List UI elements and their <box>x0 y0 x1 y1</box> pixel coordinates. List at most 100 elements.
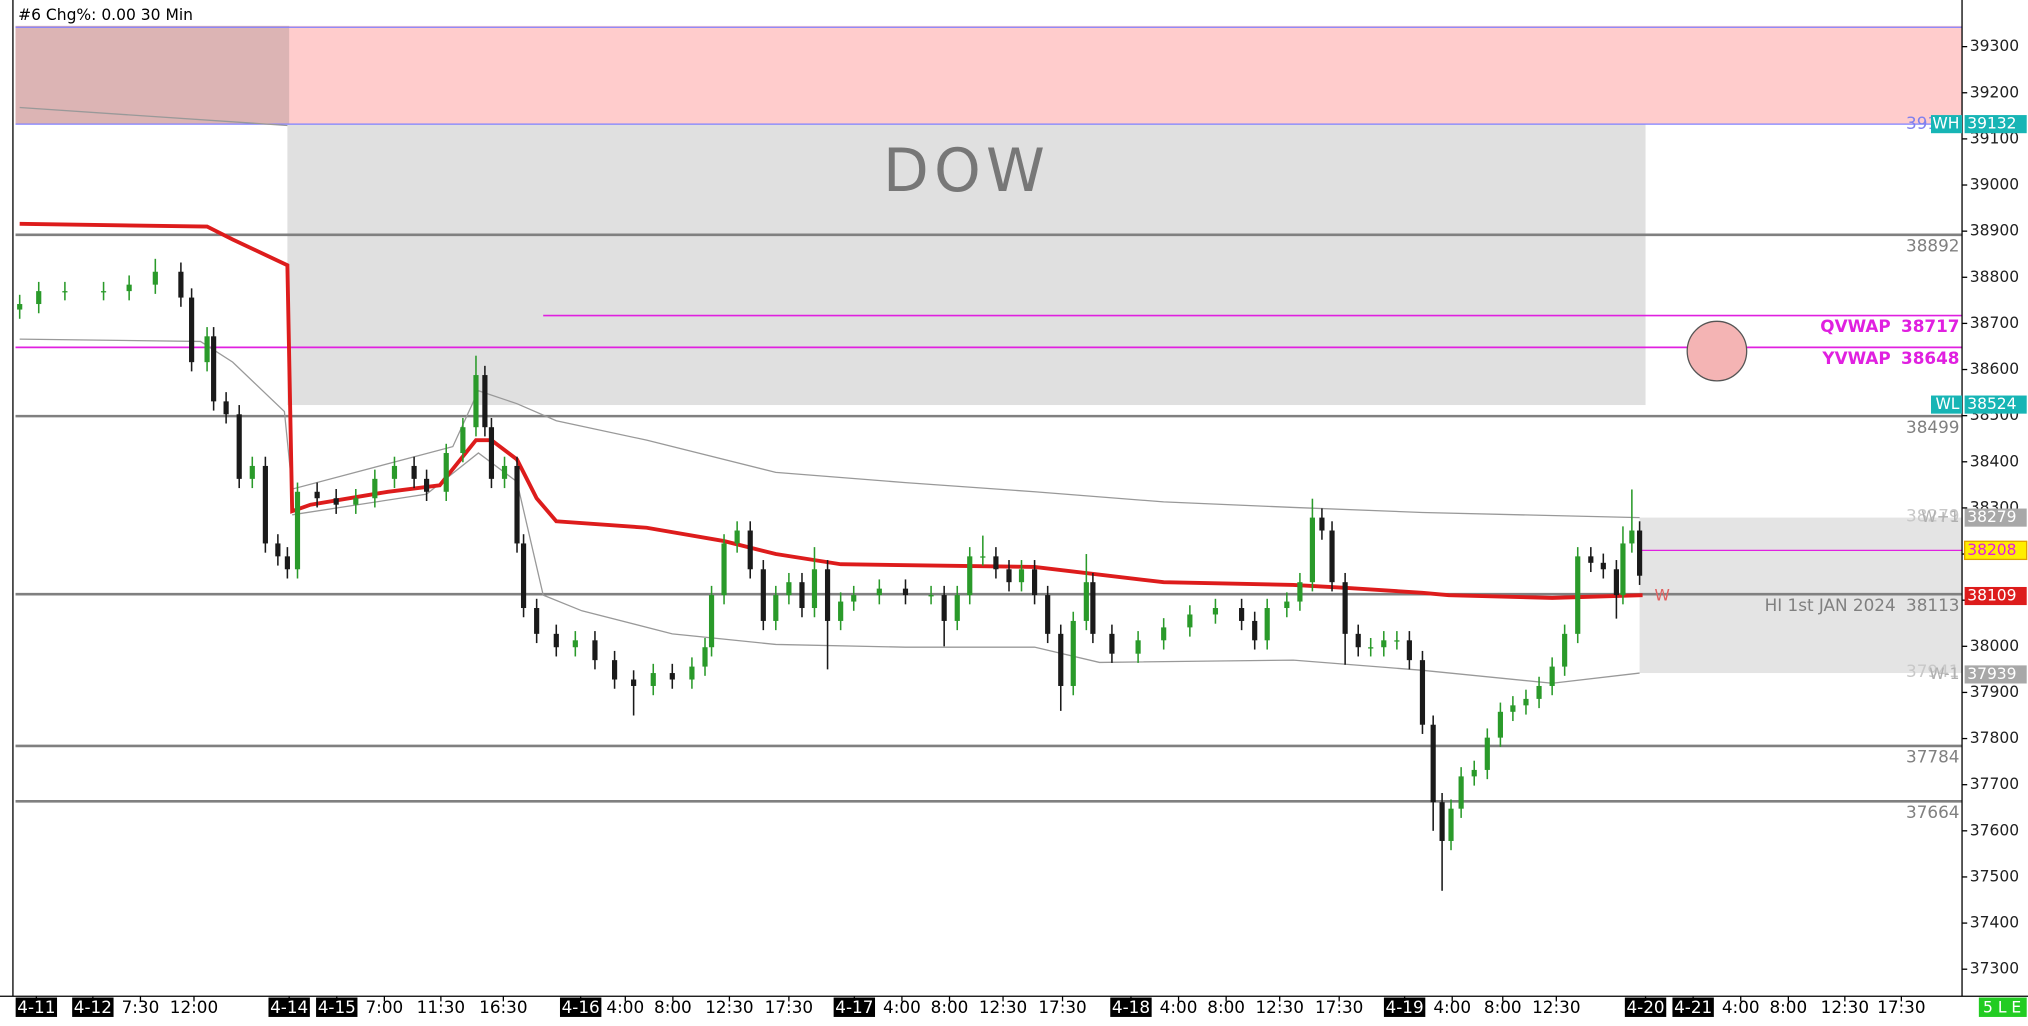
candle-body <box>1536 685 1542 699</box>
candle-body <box>1187 614 1193 628</box>
y-tick-label: 37700 <box>1970 775 2019 793</box>
price-tag <box>1964 508 2027 527</box>
x-tick-label: 12:30 <box>1821 997 1869 1017</box>
candle-body <box>534 608 540 634</box>
candle-body <box>1264 608 1270 641</box>
candle-body <box>314 491 320 499</box>
x-tick-label: 16:30 <box>479 997 527 1017</box>
candle-body <box>954 595 960 621</box>
indicator-line <box>19 338 1640 519</box>
x-tick-label: 4-11 <box>17 997 55 1017</box>
candle-body <box>1252 620 1258 641</box>
candle-body <box>553 633 559 648</box>
candle-body <box>391 465 398 479</box>
y-tick-label: 38400 <box>1970 452 2019 470</box>
candle-body <box>669 673 675 680</box>
price-tag-value: 38109 <box>1967 587 2016 605</box>
x-tick-label: 4-21 <box>1674 997 1712 1017</box>
candle-body <box>1562 633 1568 667</box>
y-tick-label: 39000 <box>1970 176 2019 194</box>
level-value: 38113 <box>1906 595 1959 615</box>
candle-body <box>1018 569 1025 583</box>
x-tick-label: 12:30 <box>1532 997 1580 1017</box>
y-tick-label: 38800 <box>1970 268 2019 286</box>
candle-body <box>1406 640 1412 661</box>
candle-body <box>424 478 430 492</box>
candle-body <box>1342 582 1348 634</box>
candle-body <box>1083 582 1089 621</box>
faint-label: 37941 <box>1906 661 1959 681</box>
y-tick-label: 39100 <box>1970 129 2019 147</box>
candle-body <box>1355 633 1361 648</box>
x-tick-label: 17:30 <box>765 997 813 1017</box>
candle-body <box>572 640 578 648</box>
candle-body <box>1239 608 1245 621</box>
candle-body <box>838 601 844 621</box>
price-tag-label: W+1 <box>1921 508 1959 526</box>
candle-body <box>1588 556 1594 563</box>
candle-body <box>100 291 107 293</box>
zone <box>15 25 1963 125</box>
x-date-box <box>1383 997 1426 1017</box>
candle-body <box>1394 640 1400 642</box>
candle-body <box>1212 608 1219 615</box>
candle-body <box>178 271 184 298</box>
candle-body <box>1600 562 1606 570</box>
candle-body <box>1613 569 1619 596</box>
candle-body <box>1523 698 1529 706</box>
candle-body <box>1284 601 1290 609</box>
candle-body <box>1575 556 1581 634</box>
candle-body <box>353 498 359 505</box>
candle-body <box>1629 530 1635 544</box>
x-date-box <box>15 997 58 1017</box>
y-tick-label: 38600 <box>1970 360 2019 378</box>
x-date-box <box>72 997 114 1017</box>
x-tick-label: 4-19 <box>1386 997 1424 1017</box>
level-text: YVWAP <box>1821 348 1890 368</box>
candle-body <box>1381 640 1387 648</box>
candle-body <box>1510 705 1516 712</box>
x-tick-label: 4-17 <box>835 997 873 1017</box>
x-date-box <box>316 997 358 1017</box>
price-tag-label: W-1 <box>1929 665 1959 683</box>
price-tag <box>1964 115 2027 134</box>
x-tick-label: 4-12 <box>74 997 112 1017</box>
x-tick-label: 4-14 <box>270 997 308 1017</box>
level-value: 37784 <box>1906 747 1959 767</box>
candle-body <box>189 297 195 363</box>
candle-body <box>1309 517 1315 583</box>
candle-body <box>482 375 488 428</box>
price-tag <box>1964 665 2027 684</box>
candle-body <box>152 271 158 285</box>
x-tick-label: 12:30 <box>705 997 753 1017</box>
candle-body <box>62 291 68 293</box>
candle-body <box>520 543 527 609</box>
y-tick-label: 37400 <box>1970 914 2019 932</box>
y-tick-label: 38000 <box>1970 637 2019 655</box>
candle-body <box>708 595 715 648</box>
candle-body <box>650 673 656 686</box>
candle-body <box>1439 802 1445 841</box>
x-tick-label: 4:00 <box>883 997 921 1017</box>
candle-body <box>460 427 466 454</box>
annotation: W <box>1654 587 1669 605</box>
candle-body <box>411 465 417 479</box>
candle-body <box>993 556 999 570</box>
price-tag <box>1964 395 2027 414</box>
candle-body <box>1032 569 1038 596</box>
candle-body <box>760 569 766 621</box>
candle-body <box>36 291 42 305</box>
level-text: HI 1st JAN 2024 <box>1765 595 1896 615</box>
y-tick-label: 37300 <box>1970 960 2019 978</box>
level-value: 38717 <box>1901 316 1959 336</box>
candle-body <box>1368 647 1374 649</box>
candle-body <box>902 588 909 596</box>
y-tick-label: 39300 <box>1970 37 2019 55</box>
price-tag-value: 38208 <box>1967 541 2016 559</box>
marker-circle <box>1686 320 1748 382</box>
x-tick-label: 17:30 <box>1315 997 1363 1017</box>
candle-body <box>824 569 831 621</box>
price-tag-label: WL <box>1935 395 1959 413</box>
candle-body <box>372 478 378 499</box>
